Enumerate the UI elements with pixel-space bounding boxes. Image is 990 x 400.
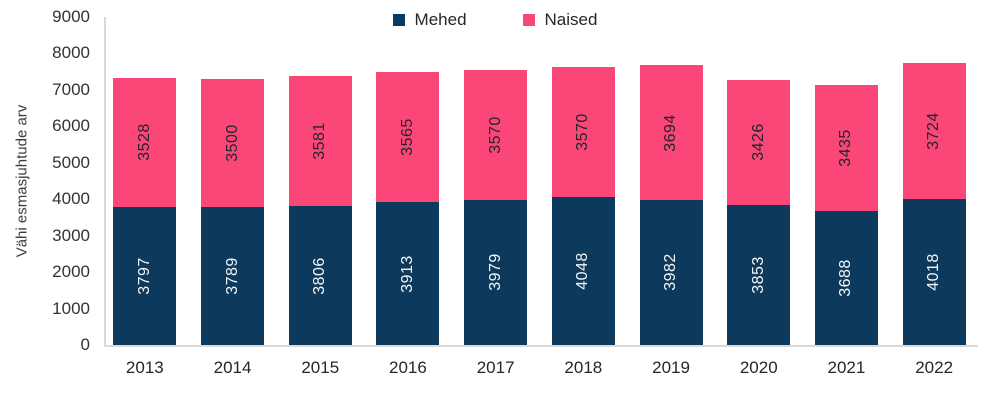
legend: Mehed Naised xyxy=(0,10,990,30)
x-axis-label-2013: 2013 xyxy=(125,358,164,377)
legend-item-mehed: Mehed xyxy=(392,10,467,30)
bar-segment-naised-2017: 3570 xyxy=(464,69,528,200)
y-tick-label-0: 0 xyxy=(80,335,90,354)
y-tick-label-3000: 3000 xyxy=(52,225,90,245)
y-tick-label-4000: 4000 xyxy=(52,189,90,209)
bar-value-label-naised-2017: 3570 xyxy=(486,116,504,154)
y-axis-line xyxy=(104,17,106,347)
bar-value-label-naised-2013: 3528 xyxy=(135,123,153,162)
x-axis-label-2014: 2014 xyxy=(213,358,252,377)
y-tick-label-6000: 6000 xyxy=(52,116,90,136)
x-axis-label-2019: 2019 xyxy=(652,358,690,377)
bar-segment-naised-2022: 3724 xyxy=(902,62,966,199)
legend-item-naised: Naised xyxy=(522,10,598,30)
bar-segment-mehed-2022: 4018 xyxy=(902,198,966,345)
bar-segment-mehed-2019: 3982 xyxy=(639,199,703,345)
bar-segment-naised-2013: 3528 xyxy=(113,78,177,207)
bar-segment-mehed-2018: 4048 xyxy=(551,197,615,345)
x-axis-label-2016: 2016 xyxy=(389,358,427,377)
bar-segment-mehed-2017: 3979 xyxy=(464,199,528,345)
y-tick-label-5000: 5000 xyxy=(52,152,90,172)
bar-segment-naised-2019: 3694 xyxy=(639,65,703,200)
bar-value-label-naised-2018: 3570 xyxy=(574,113,592,152)
x-axis-line xyxy=(104,345,978,347)
x-axis-label-2015: 2015 xyxy=(301,358,340,377)
x-axis-label-2021: 2021 xyxy=(827,358,866,377)
bar-value-label-naised-2016: 3565 xyxy=(398,118,416,157)
bar-value-label-mehed-2013: 3797 xyxy=(135,257,153,295)
x-axis-label-2020: 2020 xyxy=(739,358,778,377)
bar-segment-naised-2018: 3570 xyxy=(551,67,615,198)
bar-value-label-naised-2019: 3694 xyxy=(662,113,680,152)
bar-value-label-mehed-2019: 3982 xyxy=(662,253,680,292)
bar-value-label-mehed-2015: 3806 xyxy=(311,256,329,295)
y-tick-label-2000: 2000 xyxy=(52,262,90,282)
bar-value-label-naised-2020: 3426 xyxy=(749,123,767,161)
legend-swatch-naised-icon xyxy=(522,14,535,26)
bar-value-label-mehed-2022: 4018 xyxy=(925,252,943,291)
bar-segment-naised-2014: 3500 xyxy=(201,79,265,207)
bar-value-label-mehed-2017: 3979 xyxy=(486,253,504,292)
bar-value-label-mehed-2020: 3853 xyxy=(749,255,767,294)
bar-value-label-mehed-2014: 3789 xyxy=(223,257,241,295)
bar-segment-mehed-2014: 3789 xyxy=(201,206,265,345)
y-tick-label-8000: 8000 xyxy=(52,43,90,63)
x-axis-label-2017: 2017 xyxy=(476,358,515,377)
bar-segment-naised-2016: 3565 xyxy=(376,72,440,203)
bar-segment-mehed-2013: 3797 xyxy=(113,206,177,345)
bar-value-label-mehed-2021: 3688 xyxy=(837,258,855,297)
bar-segment-mehed-2016: 3913 xyxy=(376,202,440,345)
bar-value-label-mehed-2016: 3913 xyxy=(398,254,416,293)
y-tick-label-7000: 7000 xyxy=(52,79,90,99)
x-axis-label-2022: 2022 xyxy=(915,358,954,377)
bar-value-label-naised-2014: 3500 xyxy=(223,124,241,162)
bar-segment-naised-2020: 3426 xyxy=(727,79,791,205)
bar-value-label-naised-2015: 3581 xyxy=(311,122,329,160)
bar-segment-mehed-2021: 3688 xyxy=(814,210,878,345)
bar-value-label-naised-2021: 3435 xyxy=(837,129,855,167)
bar-segment-mehed-2015: 3806 xyxy=(288,206,352,345)
y-tick-label-1000: 1000 xyxy=(52,298,90,318)
bar-value-label-naised-2022: 3724 xyxy=(925,111,943,150)
bar-segment-naised-2015: 3581 xyxy=(288,75,352,207)
bar-value-label-mehed-2018: 4048 xyxy=(574,252,592,291)
bar-segment-naised-2021: 3435 xyxy=(814,85,878,211)
bar-segment-mehed-2020: 3853 xyxy=(727,204,791,345)
legend-label-mehed: Mehed xyxy=(414,10,467,29)
y-tick-label-9000: 9000 xyxy=(52,7,90,26)
legend-swatch-mehed-icon xyxy=(392,14,405,26)
legend-label-naised: Naised xyxy=(544,10,598,29)
x-axis-label-2018: 2018 xyxy=(564,358,603,377)
